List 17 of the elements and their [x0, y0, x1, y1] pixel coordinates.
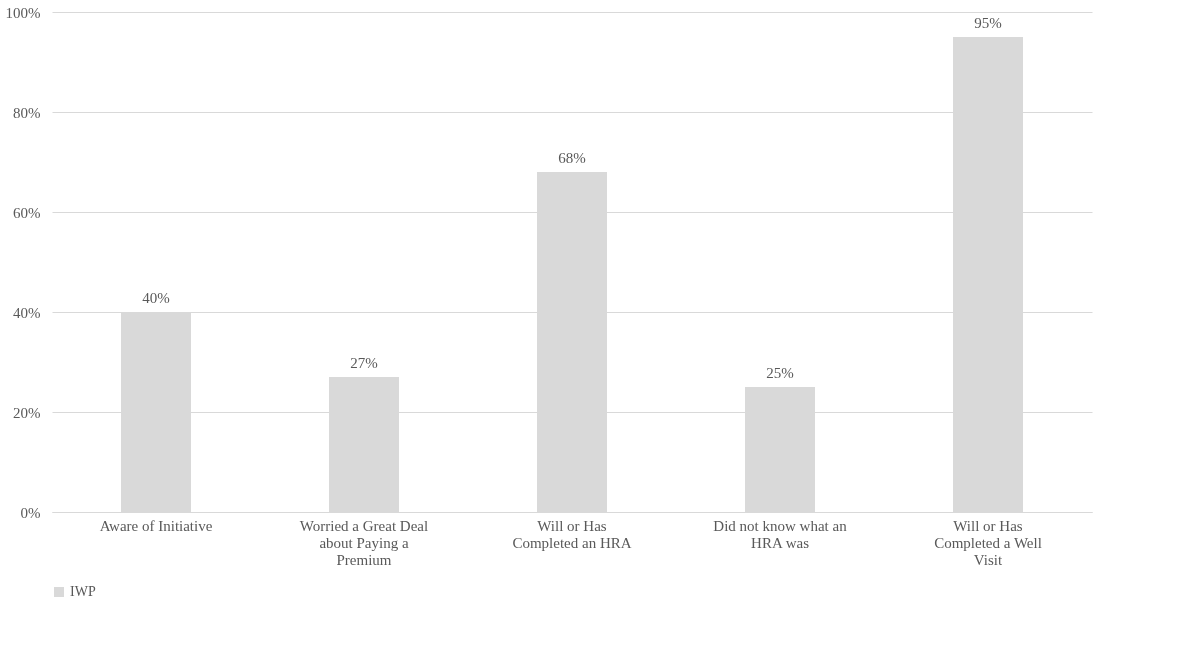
y-tick-label: 40%	[13, 304, 41, 321]
legend-label: IWP	[70, 584, 96, 599]
x-tick-label: Worried a Great Deal about Paying a Premium	[299, 517, 429, 568]
text: 25%	[766, 365, 794, 381]
y-tick-label: 0%	[20, 504, 41, 521]
text: 40%	[142, 290, 170, 306]
x-tick-label: Will or Has Completed a Well Visit	[934, 517, 1042, 568]
x-tick-label: Will or Has Completed an HRA	[512, 517, 632, 551]
text: 68%	[558, 150, 586, 166]
text: 95%	[974, 15, 1002, 31]
y-tick-label: 80%	[13, 104, 41, 121]
y-tick-label: 100%	[5, 4, 41, 21]
text: 27%	[350, 355, 378, 371]
y-tick-label: 20%	[13, 404, 41, 421]
x-tick-label: Did not know what an HRA was	[713, 517, 848, 551]
y-tick-label: 60%	[13, 204, 41, 221]
x-tick-label: Aware of Initiative	[99, 517, 213, 534]
